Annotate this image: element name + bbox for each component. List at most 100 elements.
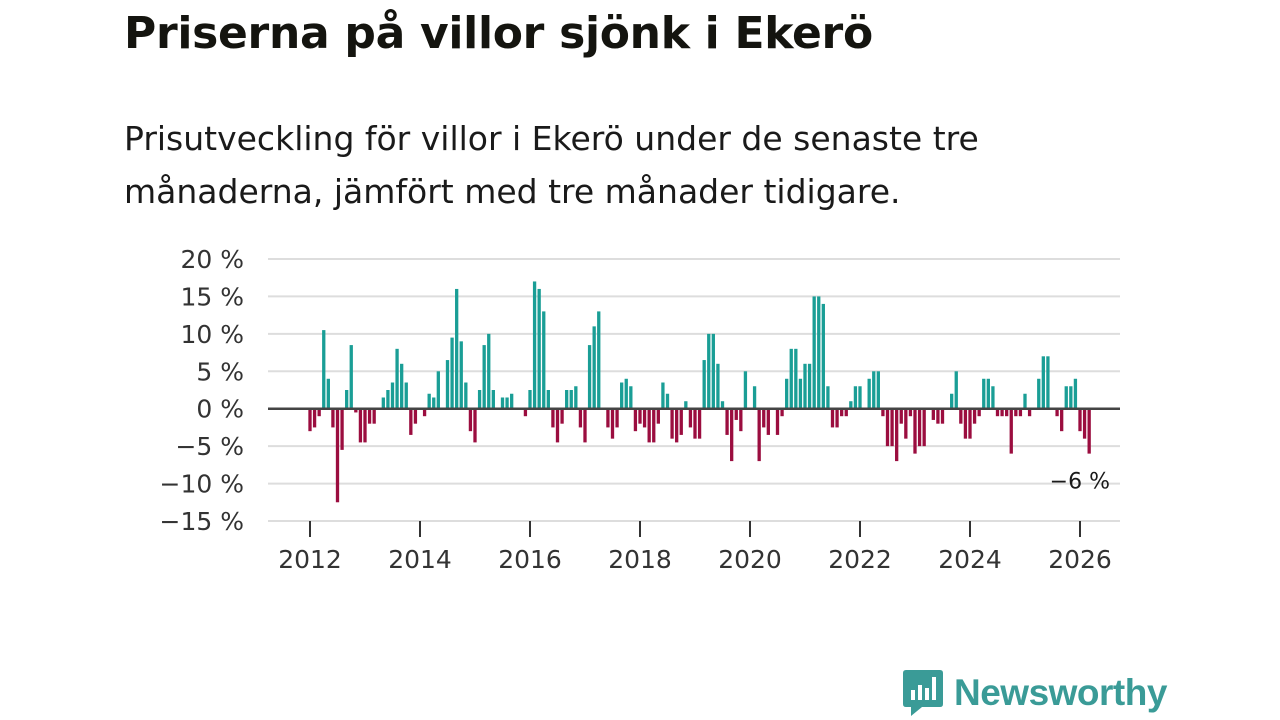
bar	[858, 386, 862, 409]
y-axis-ticks: 20 % 15 % 10 % 5 % 0 % −5 % −10 % −15 %	[160, 245, 244, 536]
bar	[477, 390, 482, 409]
bar	[963, 408, 968, 439]
bar	[661, 382, 665, 409]
bar	[913, 408, 917, 454]
bar	[931, 408, 935, 420]
bar	[445, 360, 450, 409]
bar	[542, 311, 546, 409]
bar	[936, 408, 940, 424]
bar	[844, 408, 848, 417]
bar	[697, 408, 702, 439]
brand-name: Newsworthy	[954, 672, 1167, 713]
bar	[1005, 408, 1009, 417]
newsworthy-logo-icon	[903, 670, 943, 716]
bar	[766, 408, 770, 435]
bar	[1041, 356, 1045, 409]
bar	[372, 408, 376, 424]
page-title: Priserna på villor sjönk i Ekerö	[124, 8, 873, 59]
x-tick-label: 2022	[828, 545, 892, 574]
bar	[1023, 393, 1027, 409]
bar	[574, 386, 578, 409]
bar	[583, 408, 587, 443]
x-tick-label: 2020	[718, 545, 782, 574]
grid-lines	[268, 258, 1120, 522]
brand-logo: Newsworthy	[902, 668, 1167, 718]
bar	[1014, 408, 1018, 417]
bar	[340, 408, 344, 450]
x-axis-ticks: 2012 2014 2016 2018 2020 2022 2024 2026	[278, 521, 1112, 574]
y-tick-label: 20 %	[180, 245, 244, 274]
bar	[693, 408, 697, 439]
bar	[569, 390, 573, 409]
bar	[464, 382, 468, 409]
bar	[1087, 408, 1091, 454]
bar	[720, 401, 725, 409]
bar	[615, 408, 619, 428]
bar	[638, 408, 642, 424]
bar	[950, 393, 954, 409]
bar	[1027, 408, 1032, 417]
bar	[794, 348, 798, 409]
bar	[587, 345, 592, 409]
bar	[312, 408, 317, 428]
bar	[523, 408, 528, 417]
bar	[707, 333, 711, 409]
x-tick-label: 2024	[938, 545, 1002, 574]
y-tick-label: 10 %	[180, 320, 244, 349]
bar	[386, 390, 390, 409]
bar	[757, 408, 761, 462]
bar	[450, 337, 454, 409]
bar	[977, 408, 981, 417]
bar	[409, 408, 413, 435]
bar	[1009, 408, 1013, 454]
bar	[487, 333, 491, 409]
bar	[363, 408, 367, 443]
x-tick-label: 2012	[278, 545, 342, 574]
bar	[743, 371, 748, 409]
bar	[510, 393, 514, 409]
bar	[1069, 386, 1073, 409]
bar	[427, 393, 431, 409]
bar	[610, 408, 615, 439]
bar	[1064, 386, 1068, 409]
bar	[326, 378, 330, 409]
bar	[331, 408, 335, 428]
bar	[432, 397, 436, 409]
bar	[986, 378, 990, 409]
bar	[885, 408, 890, 447]
bar	[895, 408, 899, 462]
bar	[1073, 378, 1078, 409]
bar	[867, 378, 871, 409]
bar	[881, 408, 885, 417]
bar	[730, 408, 734, 462]
bar	[546, 390, 550, 409]
bar	[500, 397, 505, 409]
bar	[826, 386, 830, 409]
bar	[390, 382, 395, 409]
bar	[812, 296, 816, 409]
bar	[633, 408, 638, 432]
bar	[629, 386, 633, 409]
bar	[1046, 356, 1050, 409]
bar	[665, 393, 670, 409]
bar	[620, 382, 624, 409]
bar	[803, 363, 807, 409]
bar	[560, 408, 564, 424]
bar	[1060, 408, 1064, 432]
bar	[940, 408, 945, 424]
bar	[656, 408, 660, 424]
bar	[899, 408, 903, 424]
bar	[1078, 408, 1082, 432]
y-tick-label: 15 %	[180, 282, 244, 311]
bar	[711, 333, 715, 409]
bar	[468, 408, 473, 432]
bar	[1037, 378, 1041, 409]
bar	[532, 281, 537, 409]
bar	[830, 408, 835, 428]
bars	[308, 281, 1091, 503]
bar	[785, 378, 789, 409]
x-tick-label: 2014	[388, 545, 452, 574]
x-tick-label: 2026	[1048, 545, 1112, 574]
bar	[954, 371, 958, 409]
